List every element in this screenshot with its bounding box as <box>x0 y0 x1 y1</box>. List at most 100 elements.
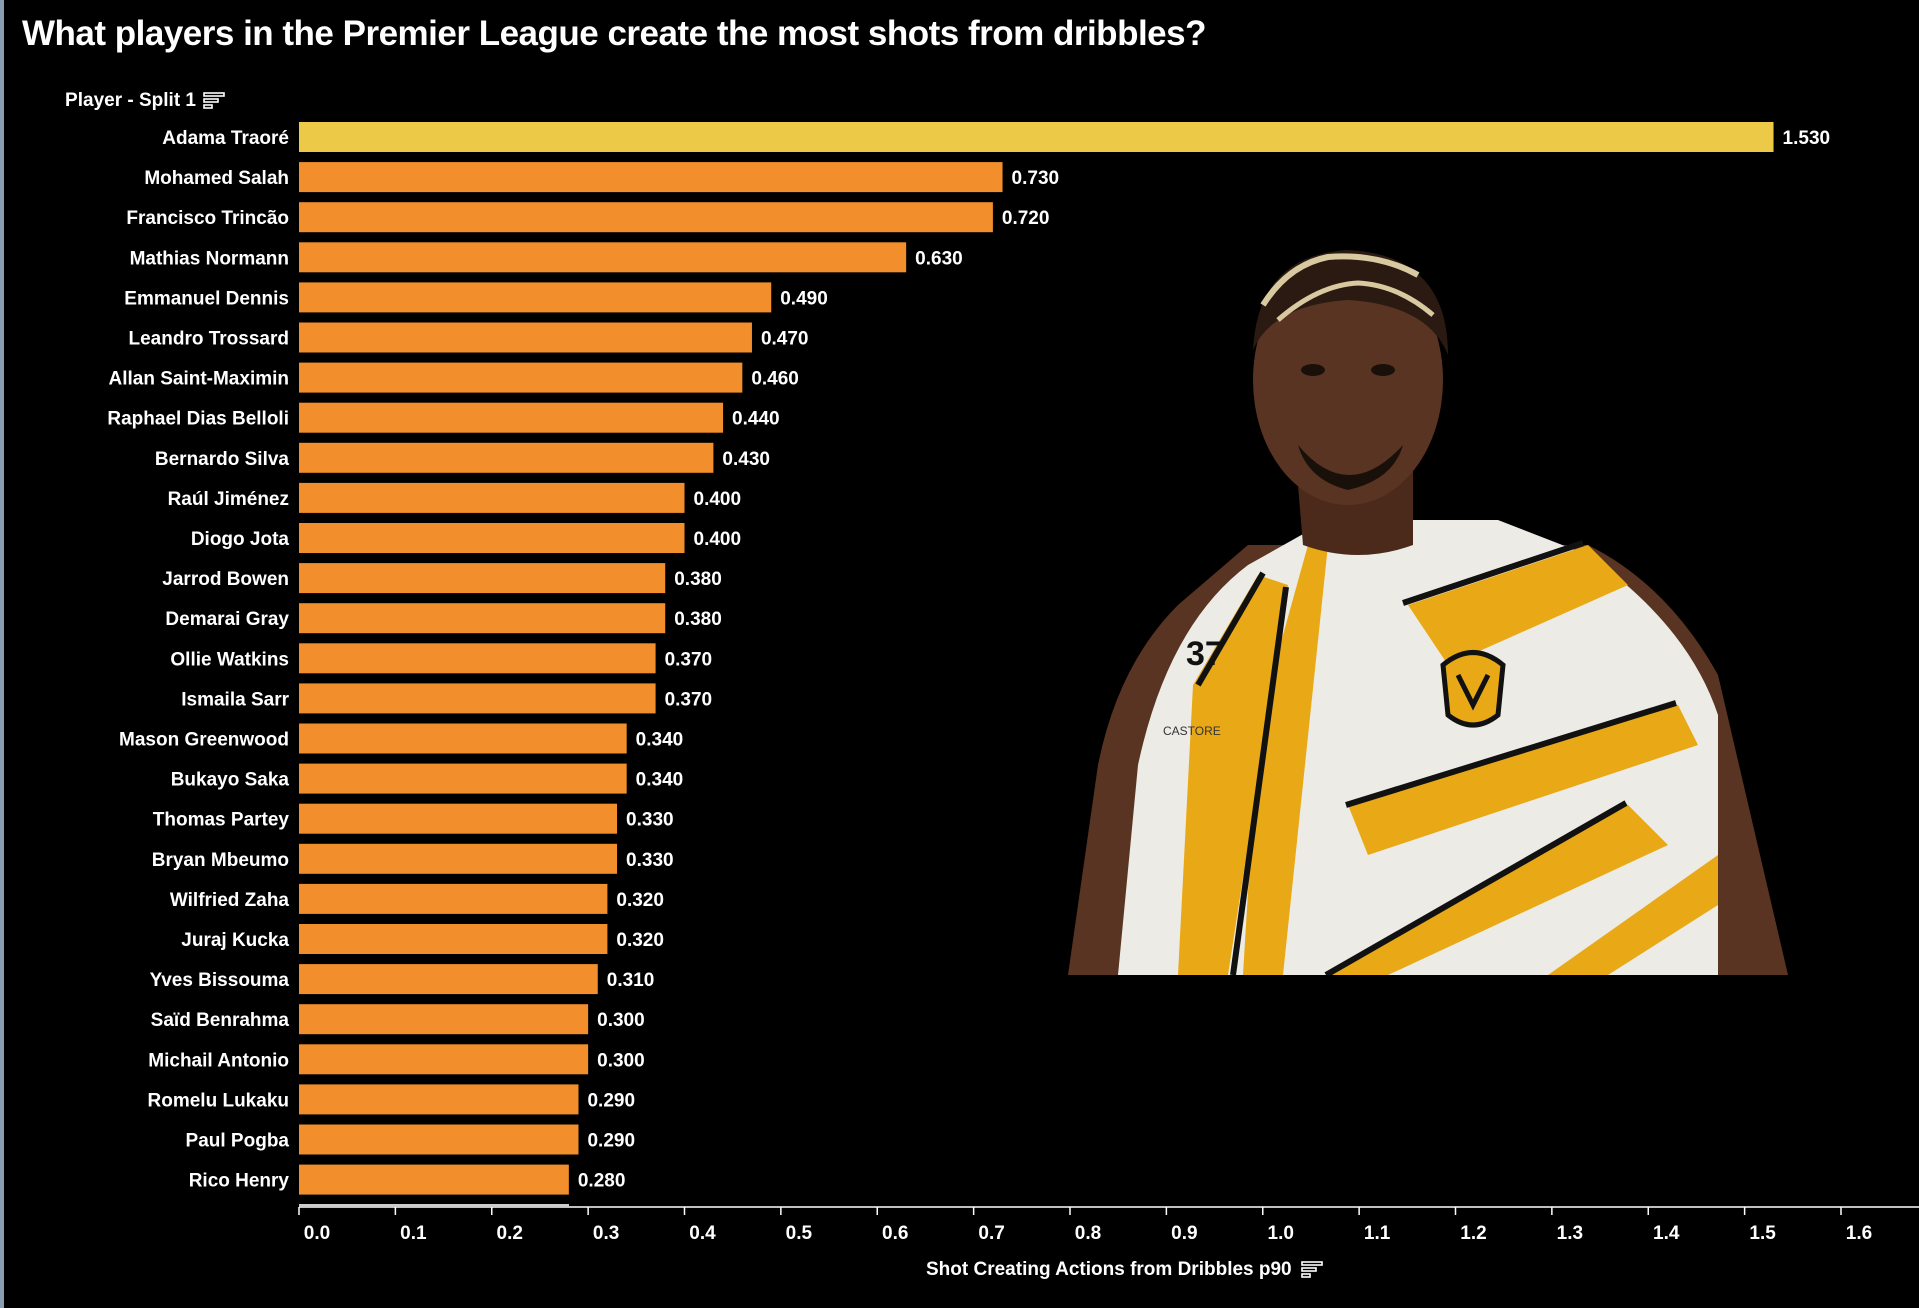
bar[interactable] <box>299 803 618 834</box>
bar[interactable] <box>299 723 627 754</box>
y-tick-label: Ismaila Sarr <box>181 689 289 710</box>
data-label: 0.470 <box>761 329 809 350</box>
y-axis-header[interactable]: Player - Split 1 <box>65 90 228 112</box>
bar[interactable] <box>299 523 685 553</box>
x-tick-label: 1.2 <box>1460 1223 1486 1244</box>
bar[interactable] <box>299 242 907 273</box>
data-label: 0.290 <box>587 1131 635 1152</box>
x-tick-label: 0.3 <box>593 1223 619 1244</box>
bar[interactable] <box>299 122 1774 152</box>
x-tick-label: 0.1 <box>400 1223 427 1244</box>
data-label: 0.370 <box>665 689 713 710</box>
data-label: 0.370 <box>665 649 713 670</box>
bar[interactable] <box>299 162 1003 193</box>
bar[interactable] <box>299 883 608 914</box>
data-label: 0.280 <box>578 1171 626 1192</box>
y-axis-title: Player - Split 1 <box>65 90 196 111</box>
scrollbar-thumb[interactable] <box>299 1204 569 1207</box>
y-tick-label: Saïd Benrahma <box>151 1010 290 1031</box>
y-tick-label: Ollie Watkins <box>170 649 289 670</box>
data-label: 0.290 <box>587 1090 635 1111</box>
x-tick-label: 0.2 <box>497 1223 523 1244</box>
bar[interactable] <box>299 924 608 954</box>
y-tick-label: Rico Henry <box>189 1171 290 1192</box>
y-tick-label: Romelu Lukaku <box>148 1090 289 1111</box>
y-tick-label: Mathias Normann <box>130 248 289 269</box>
x-tick-label: 0.7 <box>978 1223 1004 1244</box>
x-tick-label: 0.0 <box>304 1223 330 1244</box>
y-tick-label: Adama Traoré <box>162 128 289 149</box>
shirt-sponsor: CASTORE <box>1163 724 1221 738</box>
data-label: 0.380 <box>674 609 722 630</box>
data-label: 0.300 <box>597 1050 645 1071</box>
data-label: 0.380 <box>674 569 722 590</box>
bar[interactable] <box>299 282 772 313</box>
y-tick-label: Raúl Jiménez <box>168 489 289 510</box>
bar[interactable] <box>299 1084 579 1115</box>
x-tick-label: 0.6 <box>882 1223 908 1244</box>
y-tick-label: Emmanuel Dennis <box>124 288 289 309</box>
data-label: 1.530 <box>1783 128 1831 149</box>
x-tick-label: 1.1 <box>1364 1223 1391 1244</box>
x-tick-label: 0.5 <box>786 1223 813 1244</box>
y-tick-label: Bukayo Saka <box>171 770 290 791</box>
data-label: 0.460 <box>751 369 799 390</box>
y-tick-label: Thomas Partey <box>153 810 290 831</box>
data-label: 0.330 <box>626 850 674 871</box>
y-tick-label: Juraj Kucka <box>181 930 289 951</box>
data-label: 0.730 <box>1012 168 1060 189</box>
x-tick-label: 0.4 <box>689 1223 716 1244</box>
bar[interactable] <box>299 362 743 393</box>
y-tick-label: Francisco Trincão <box>126 208 289 229</box>
player-photo: 37 CASTORE <box>1068 250 1788 975</box>
bar[interactable] <box>299 563 666 594</box>
sort-icon[interactable] <box>1300 1259 1326 1281</box>
x-tick-label: 0.8 <box>1075 1223 1101 1244</box>
y-tick-label: Allan Saint-Maximin <box>108 369 289 390</box>
bar[interactable] <box>299 1164 569 1195</box>
y-tick-label: Michail Antonio <box>148 1050 289 1071</box>
y-tick-label: Demarai Gray <box>165 609 289 630</box>
x-tick-label: 1.6 <box>1846 1223 1872 1244</box>
y-tick-label: Mason Greenwood <box>119 730 289 751</box>
bar[interactable] <box>299 1124 579 1155</box>
x-tick-label: 1.5 <box>1749 1223 1776 1244</box>
y-tick-label: Raphael Dias Belloli <box>107 409 289 430</box>
bar[interactable] <box>299 482 685 513</box>
y-tick-label: Yves Bissouma <box>150 970 290 991</box>
data-label: 0.630 <box>915 248 963 269</box>
x-tick-label: 0.9 <box>1171 1223 1197 1244</box>
bar[interactable] <box>299 843 618 874</box>
data-label: 0.490 <box>780 288 828 309</box>
data-label: 0.340 <box>636 770 684 791</box>
y-tick-label: Jarrod Bowen <box>162 569 289 590</box>
x-axis-header[interactable]: Shot Creating Actions from Dribbles p90 <box>926 1259 1326 1281</box>
y-tick-label: Leandro Trossard <box>129 329 290 350</box>
data-label: 0.320 <box>616 890 664 911</box>
bar[interactable] <box>299 603 666 634</box>
bar[interactable] <box>299 322 752 353</box>
bar[interactable] <box>299 763 627 794</box>
bar[interactable] <box>299 442 714 473</box>
bar[interactable] <box>299 402 724 433</box>
data-label: 0.300 <box>597 1010 645 1031</box>
bar[interactable] <box>299 683 656 714</box>
bar[interactable] <box>299 1044 589 1075</box>
y-tick-label: Bernardo Silva <box>155 449 290 470</box>
y-tick-label: Mohamed Salah <box>144 168 289 189</box>
sort-icon[interactable] <box>202 90 228 112</box>
bar[interactable] <box>299 643 656 674</box>
data-label: 0.310 <box>607 970 655 991</box>
chart-title: What players in the Premier League creat… <box>22 14 1206 53</box>
bar[interactable] <box>299 1004 589 1035</box>
data-label: 0.400 <box>694 489 742 510</box>
y-tick-label: Diogo Jota <box>191 529 290 550</box>
bar[interactable] <box>299 964 598 995</box>
shirt-number: 37 <box>1186 635 1224 673</box>
x-axis-title: Shot Creating Actions from Dribbles p90 <box>926 1259 1292 1280</box>
x-tick-label: 1.4 <box>1653 1223 1680 1244</box>
bar[interactable] <box>299 202 993 233</box>
y-tick-label: Wilfried Zaha <box>170 890 290 911</box>
y-tick-label: Bryan Mbeumo <box>152 850 289 871</box>
